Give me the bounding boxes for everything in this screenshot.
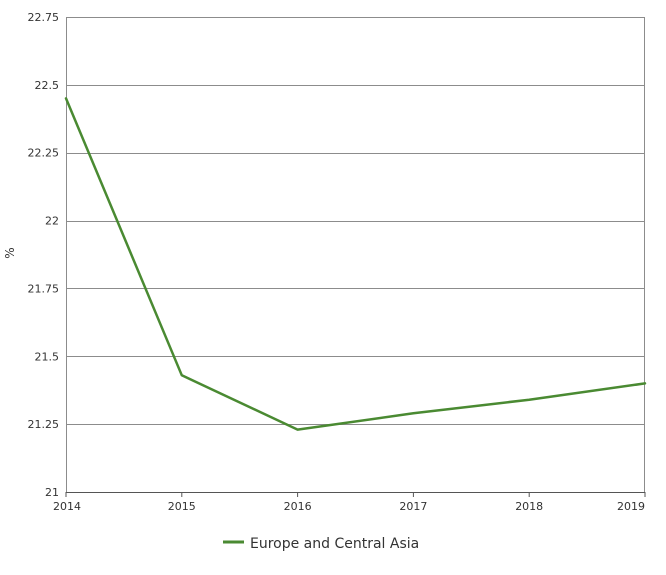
y-tick-labels: 21 21.25 21.5 21.75 22 22.25 22.5 22.75 bbox=[28, 11, 60, 499]
y-tick-label: 22.25 bbox=[28, 147, 60, 160]
y-tick-label: 22.75 bbox=[28, 11, 60, 24]
x-tick-label: 2014 bbox=[53, 500, 81, 513]
x-tick-label: 2017 bbox=[399, 500, 427, 513]
y-tick-label: 21 bbox=[45, 486, 59, 499]
x-tick-label: 2016 bbox=[284, 500, 312, 513]
y-tick-label: 21.5 bbox=[35, 350, 60, 363]
y-tick-label: 22 bbox=[45, 215, 59, 228]
y-tick-label: 22.5 bbox=[35, 79, 60, 92]
legend-label-europe-and-central-asia: Europe and Central Asia bbox=[250, 536, 419, 552]
y-tick-label: 21.75 bbox=[28, 282, 60, 295]
x-tick-label: 2015 bbox=[168, 500, 196, 513]
axes bbox=[66, 17, 645, 493]
x-tick-labels: 2014 2015 2016 2017 2018 2019 bbox=[53, 492, 646, 513]
series-lines bbox=[64, 97, 647, 431]
y-axis-title: % bbox=[3, 247, 17, 258]
legend[interactable]: Europe and Central Asia bbox=[223, 536, 419, 552]
x-tick-label: 2018 bbox=[515, 500, 543, 513]
grid-lines bbox=[66, 17, 645, 493]
y-tick-label: 21.25 bbox=[28, 418, 60, 431]
x-tick-label: 2019 bbox=[617, 500, 645, 513]
series-line-europe-and-central-asia[interactable] bbox=[64, 97, 647, 431]
